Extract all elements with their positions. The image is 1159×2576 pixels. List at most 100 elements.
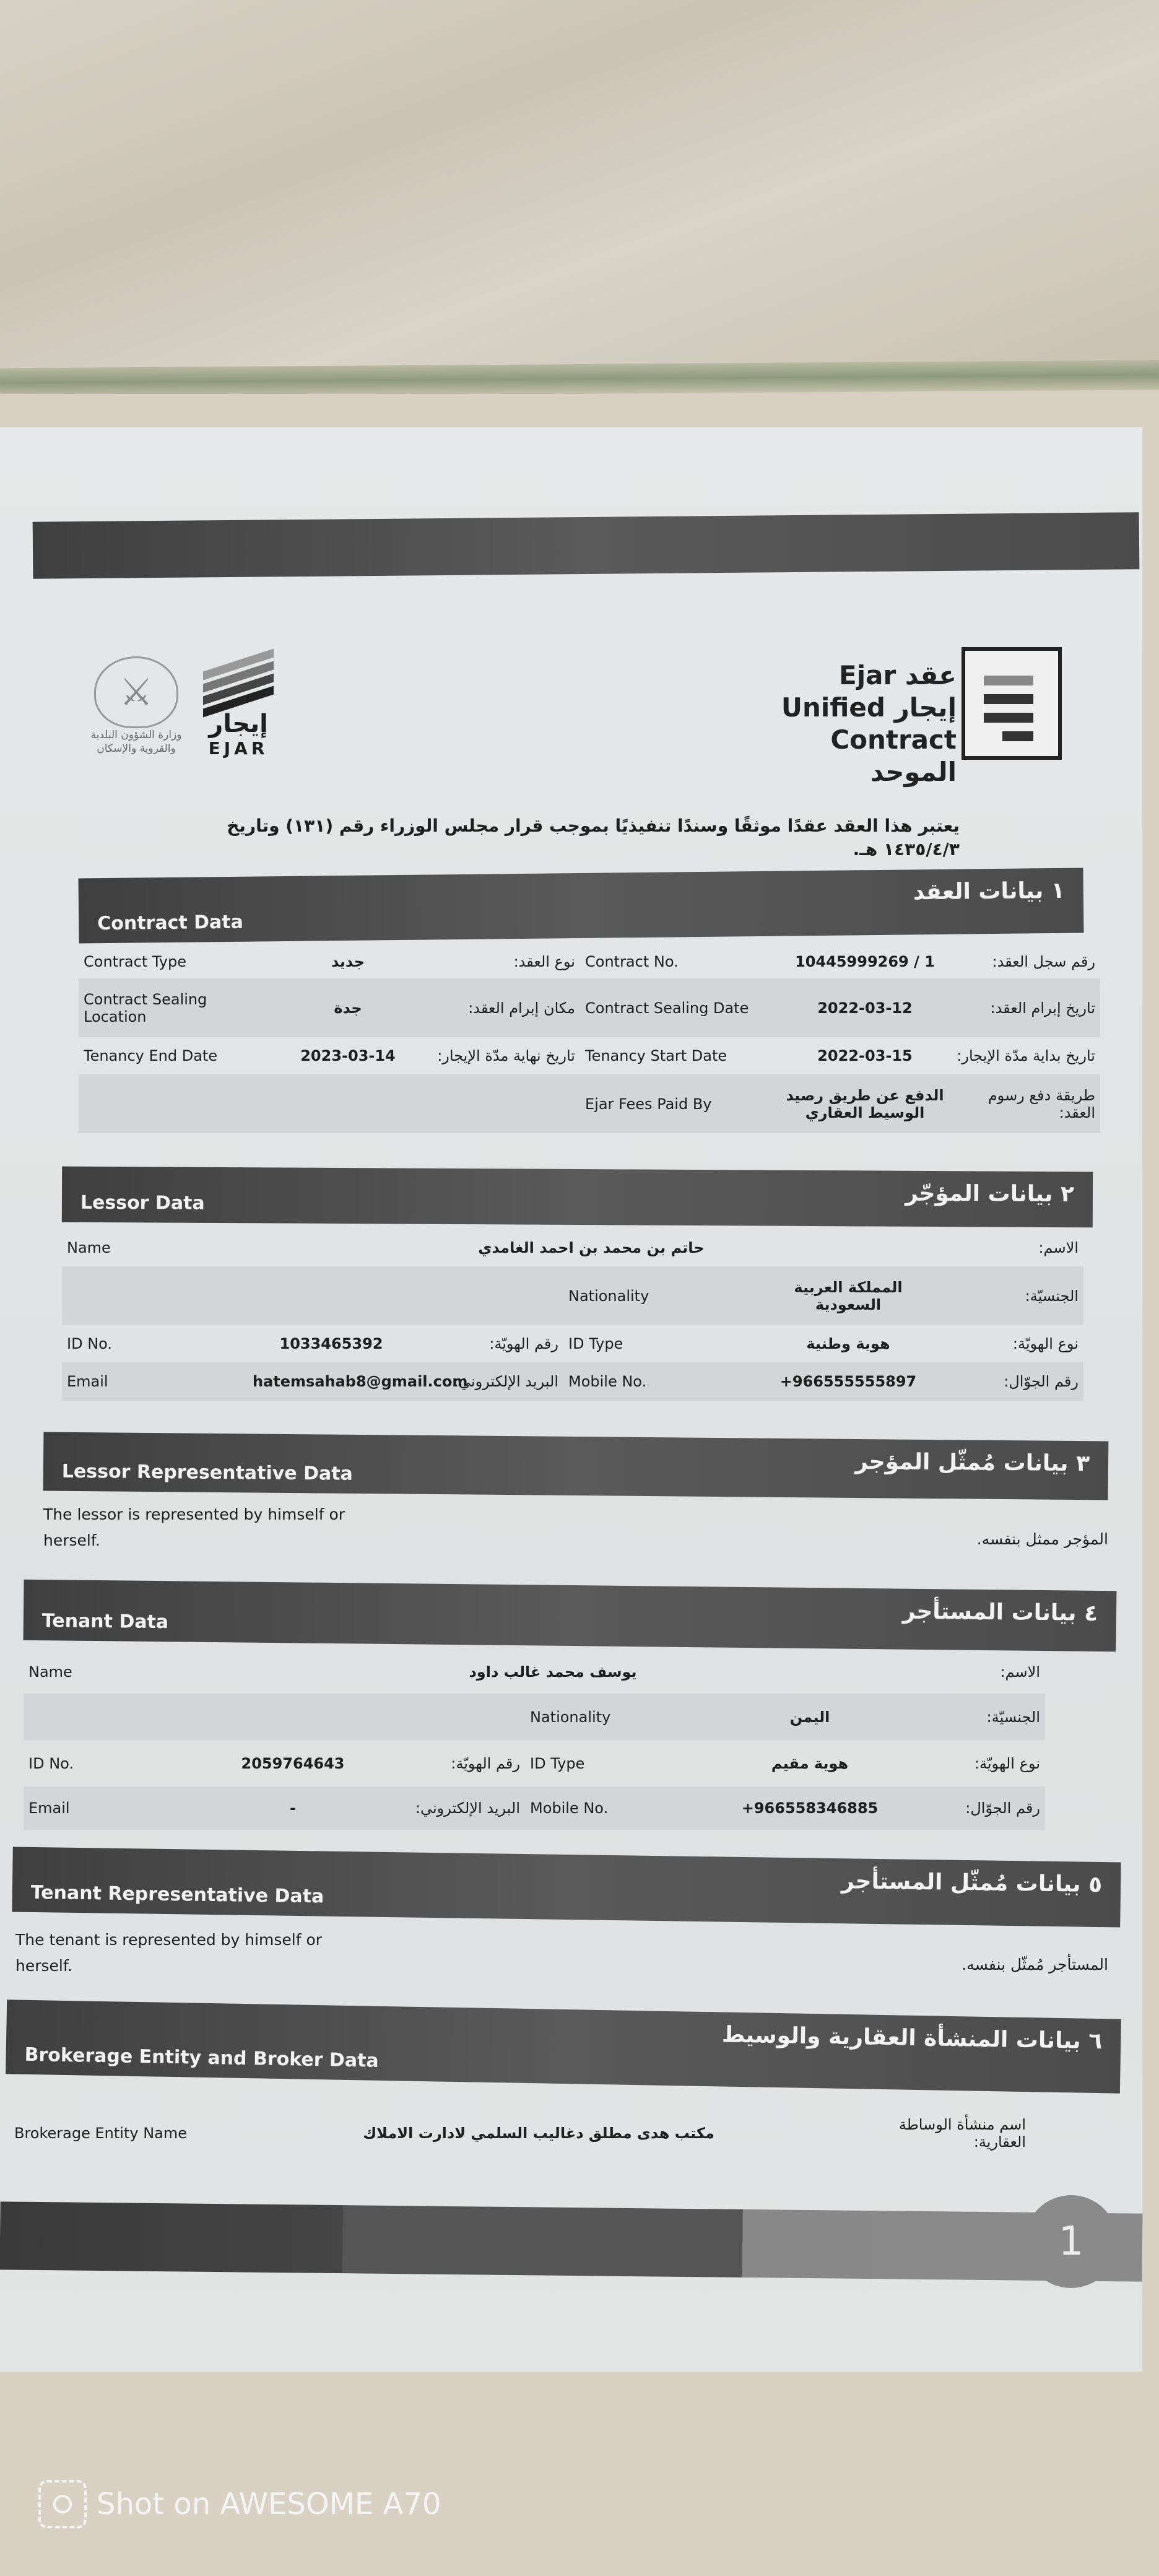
top-banner-bar (32, 512, 1140, 579)
table-row: ID No. 2059764643 رقم الهويّة: ID Type هوية … (24, 1740, 1045, 1786)
section-table: Name حاتم بن محمد بن احمد الغامدي الاسم: Na… (62, 1229, 1083, 1401)
field-value: 2023-03-14 (300, 1047, 396, 1064)
section-title-ar: ٣ بيانات مُمثّل المؤجر (855, 1448, 1090, 1477)
field-value: جديد (331, 952, 365, 970)
field-label-en: Nationality (530, 1708, 611, 1726)
table-row: Name حاتم بن محمد بن احمد الغامدي الاسم: (62, 1229, 1083, 1266)
representative-text-ar: المؤجر ممثل بنفسه. (976, 1530, 1108, 1548)
field-label-ar: نوع العقد: (513, 952, 575, 970)
field-label-en: ID Type (530, 1754, 585, 1772)
camera-icon (38, 2480, 87, 2528)
field-value: 2059764643 (241, 1754, 345, 1772)
field-value: الدفع عن طريق رصيد الوسيط العقاري (786, 1086, 944, 1121)
field-label-ar (432, 1102, 580, 1107)
section-header-bar: Lessor Representative Data ٣ بيانات مُمثّ… (43, 1432, 1109, 1500)
field-value: - (290, 1799, 296, 1817)
field-value: hatemsahab8@gmail.com (253, 1373, 468, 1390)
section-title-ar: ٦ بيانات المنشأة العقارية والوسيط (721, 2022, 1103, 2055)
section-title-en: Tenant Representative Data (30, 1881, 324, 1908)
field-label-en: Tenancy Start Date (585, 1047, 727, 1064)
field-label-ar (376, 1715, 525, 1720)
field-value: المملكة العربية السعودية (794, 1278, 903, 1313)
field-label-ar: طريقة دفع رسوم العقد: (988, 1086, 1095, 1121)
field-value: +966555555897 (779, 1373, 917, 1390)
ejar-logo: إيجار EJAR (198, 648, 279, 780)
field-label-en: ID No. (67, 1335, 113, 1352)
field-label-en (24, 1715, 209, 1720)
field-label-ar: البريد الإلكتروني: (415, 1799, 520, 1817)
field-label-en: Mobile No. (568, 1373, 647, 1390)
document-icon (961, 647, 1062, 760)
table-row: Tenancy End Date 2023-03-14 تاريخ نهاية مد… (79, 1037, 1100, 1074)
palm-swords-emblem-icon: ⚔ (94, 656, 178, 728)
field-label-ar: رقم سجل العقد: (992, 952, 1095, 970)
table-row: Brokerage Entity Name مكتب هدى مطلق دغالي… (9, 2102, 1031, 2164)
field-label-en: Name (67, 1239, 111, 1256)
field-label-en: Name (28, 1663, 72, 1681)
section-title-en: Lessor Data (80, 1191, 205, 1214)
section-table: Contract Type جديد نوع العقد: Contract No. 1… (79, 944, 1100, 1133)
field-label-ar: مكان إبرام العقد: (468, 999, 575, 1017)
representative-text-en: The lessor is represented by himself or … (43, 1505, 345, 1549)
field-label-ar: الاسم: (1038, 1239, 1079, 1256)
field-value: يوسف محمد غالب داود (469, 1663, 637, 1681)
field-value (209, 1715, 376, 1720)
background-marble (0, 0, 1159, 372)
table-row: Contract Sealing Location جدة مكان إبرام ا… (79, 978, 1100, 1037)
field-label-en: Contract No. (585, 952, 679, 970)
field-value: 2022-03-15 (817, 1047, 913, 1064)
field-label-en: Contract Sealing Date (585, 999, 749, 1017)
field-label-en: Nationality (568, 1287, 649, 1305)
table-row: Email - البريد الإلكتروني: Mobile No. +96655… (24, 1786, 1045, 1830)
field-value (248, 1294, 415, 1299)
field-label-en (79, 1102, 264, 1107)
camera-watermark: Shot on AWESOME A70 (38, 2480, 441, 2528)
section-title-ar: ١ بيانات العقد (913, 877, 1066, 905)
field-label-en: ID Type (568, 1335, 623, 1352)
legal-statement: يعتبر هذا العقد عقدًا موثقًا وسندًا تنفي… (227, 816, 960, 859)
logo-title: Ejar عقد Unified إيجار Contract الموحد (746, 659, 957, 788)
table-row: ID No. 1033465392 رقم الهويّة: ID Type هوية … (62, 1325, 1083, 1362)
field-label-ar (415, 1294, 563, 1299)
field-value: حاتم بن محمد بن احمد الغامدي (478, 1239, 705, 1256)
field-label-ar: تاريخ إبرام العقد: (990, 999, 1095, 1017)
field-label-ar: رقم الجوّال: (1004, 1373, 1079, 1390)
representative-text-ar: المستأجر مُمثّل بنفسه. (961, 1956, 1108, 1973)
field-value (264, 1102, 432, 1107)
field-label-ar: البريد الإلكتروني: (453, 1373, 558, 1390)
field-value: 2022-03-12 (817, 999, 913, 1017)
watermark-text: Shot on AWESOME A70 (97, 2487, 441, 2522)
section-header-bar: Tenant Data ٤ بيانات المستأجر (23, 1579, 1117, 1652)
field-label-en: Tenancy End Date (84, 1047, 218, 1064)
field-value: هوية مقيم (771, 1754, 849, 1772)
ejar-logo-en: EJAR (208, 738, 269, 759)
section-title-en: Contract Data (97, 911, 244, 935)
section-title-ar: ٤ بيانات المستأجر (902, 1598, 1098, 1626)
field-label-en: Email (67, 1373, 108, 1390)
field-label-ar: الجنسيّة: (986, 1708, 1040, 1726)
section-title-en: Brokerage Entity and Broker Data (24, 2043, 379, 2072)
table-row: Nationality اليمن الجنسيّة: (24, 1694, 1045, 1740)
field-value: 10445999269 / 1 (795, 952, 935, 970)
field-label-ar: اسم منشأة الوساطة العقارية: (898, 2116, 1026, 2151)
field-value: اليمن (789, 1708, 830, 1726)
section-title-en: Lessor Representative Data (61, 1460, 353, 1485)
section-header-bar: Contract Data ١ بيانات العقد (78, 868, 1084, 944)
ejar-logo-ar: إيجار (209, 710, 268, 738)
field-value: مكتب هدى مطلق دغاليب السلمي لادارت الامل… (363, 2125, 714, 2142)
field-label-ar: الجنسيّة: (1025, 1287, 1079, 1305)
section-title-ar: ٢ بيانات المؤجّر (905, 1180, 1075, 1208)
field-label-ar: رقم الجوّال: (965, 1799, 1040, 1817)
logo-title-line: Ejar عقد (839, 660, 957, 690)
ministry-name: وزارة الشؤون البلدية والقروية والإسكان (90, 729, 182, 755)
field-label-en: Mobile No. (530, 1799, 609, 1817)
representative-text-en: The tenant is represented by himself or … (15, 1931, 323, 1975)
table-row: Email hatemsahab8@gmail.com البريد الإلكتر… (62, 1362, 1083, 1401)
field-label-en: Ejar Fees Paid By (585, 1095, 712, 1113)
field-label-en: Contract Type (84, 952, 186, 970)
field-label-ar: تاريخ نهاية مدّة الإيجار: (437, 1047, 575, 1064)
field-label-ar: الاسم: (1000, 1663, 1040, 1681)
unified-contract-logo: Ejar عقد Unified إيجار Contract الموحد (746, 647, 1062, 787)
field-label-ar: رقم الهويّة: (451, 1754, 520, 1772)
section-title-en: Tenant Data (41, 1610, 169, 1634)
